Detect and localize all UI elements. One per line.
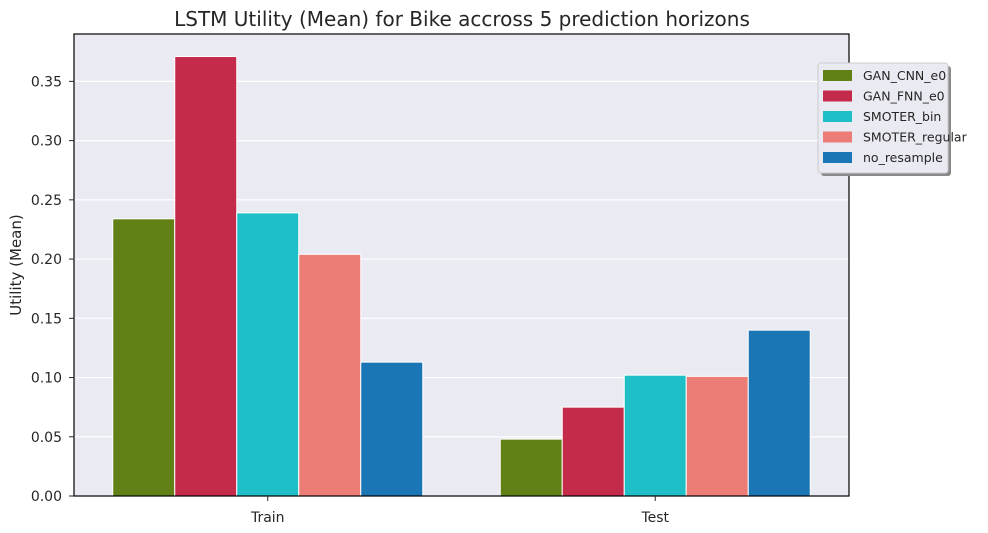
legend-swatch-no_resample (823, 152, 852, 163)
bar-SMOTER_bin-Train (236, 212, 300, 497)
bar-no_resample-Test (747, 329, 811, 497)
bar-SMOTER_regular-Test (685, 375, 749, 497)
y-tick-label: 0.25 (31, 193, 62, 209)
x-tick-label: Test (640, 510, 669, 526)
plot-frame (73, 33, 850, 497)
y-tick-label: 0.10 (31, 371, 62, 387)
y-tick-label: 0.05 (31, 430, 62, 446)
y-tick-label: 0.35 (31, 74, 62, 90)
y-tick-label: 0.20 (31, 252, 62, 268)
legend-swatch-SMOTER_regular (823, 131, 852, 143)
x-axis-ticks: Train Test (250, 496, 670, 526)
bar-GAN_CNN_e0-Train (112, 218, 176, 497)
chart-title: LSTM Utility (Mean) for Bike accross 5 p… (174, 7, 750, 31)
legend: GAN_CNN_e0 GAN_FNN_e0 SMOTER_bin SMOTER_reg… (817, 62, 968, 176)
bar-SMOTER_regular-Train (298, 253, 362, 497)
y-tick-label: 0.00 (31, 489, 62, 505)
bar-GAN_CNN_e0-Test (499, 438, 563, 497)
legend-label: SMOTER_bin (863, 109, 941, 124)
bar-SMOTER_bin-Test (623, 374, 687, 497)
legend-label: GAN_CNN_e0 (863, 68, 946, 83)
legend-label: GAN_FNN_e0 (863, 89, 945, 104)
legend-swatch-GAN_FNN_e0 (823, 90, 852, 102)
y-tick-label: 0.15 (31, 311, 62, 327)
y-axis-label: Utility (Mean) (7, 214, 25, 315)
bar-GAN_FNN_e0-Test (561, 406, 625, 497)
bar-no_resample-Train (360, 361, 424, 497)
y-tick-label: 0.30 (31, 134, 62, 150)
x-tick-label: Train (250, 510, 285, 526)
legend-label: SMOTER_regular (863, 130, 968, 145)
bar-GAN_FNN_e0-Train (174, 56, 238, 497)
legend-swatch-GAN_CNN_e0 (823, 70, 852, 81)
y-axis-ticks: 0.00 0.05 0.10 0.15 0.20 0.25 0.30 0.35 (31, 74, 74, 505)
legend-swatch-SMOTER_bin (823, 111, 852, 122)
legend-label: no_resample (863, 150, 943, 165)
